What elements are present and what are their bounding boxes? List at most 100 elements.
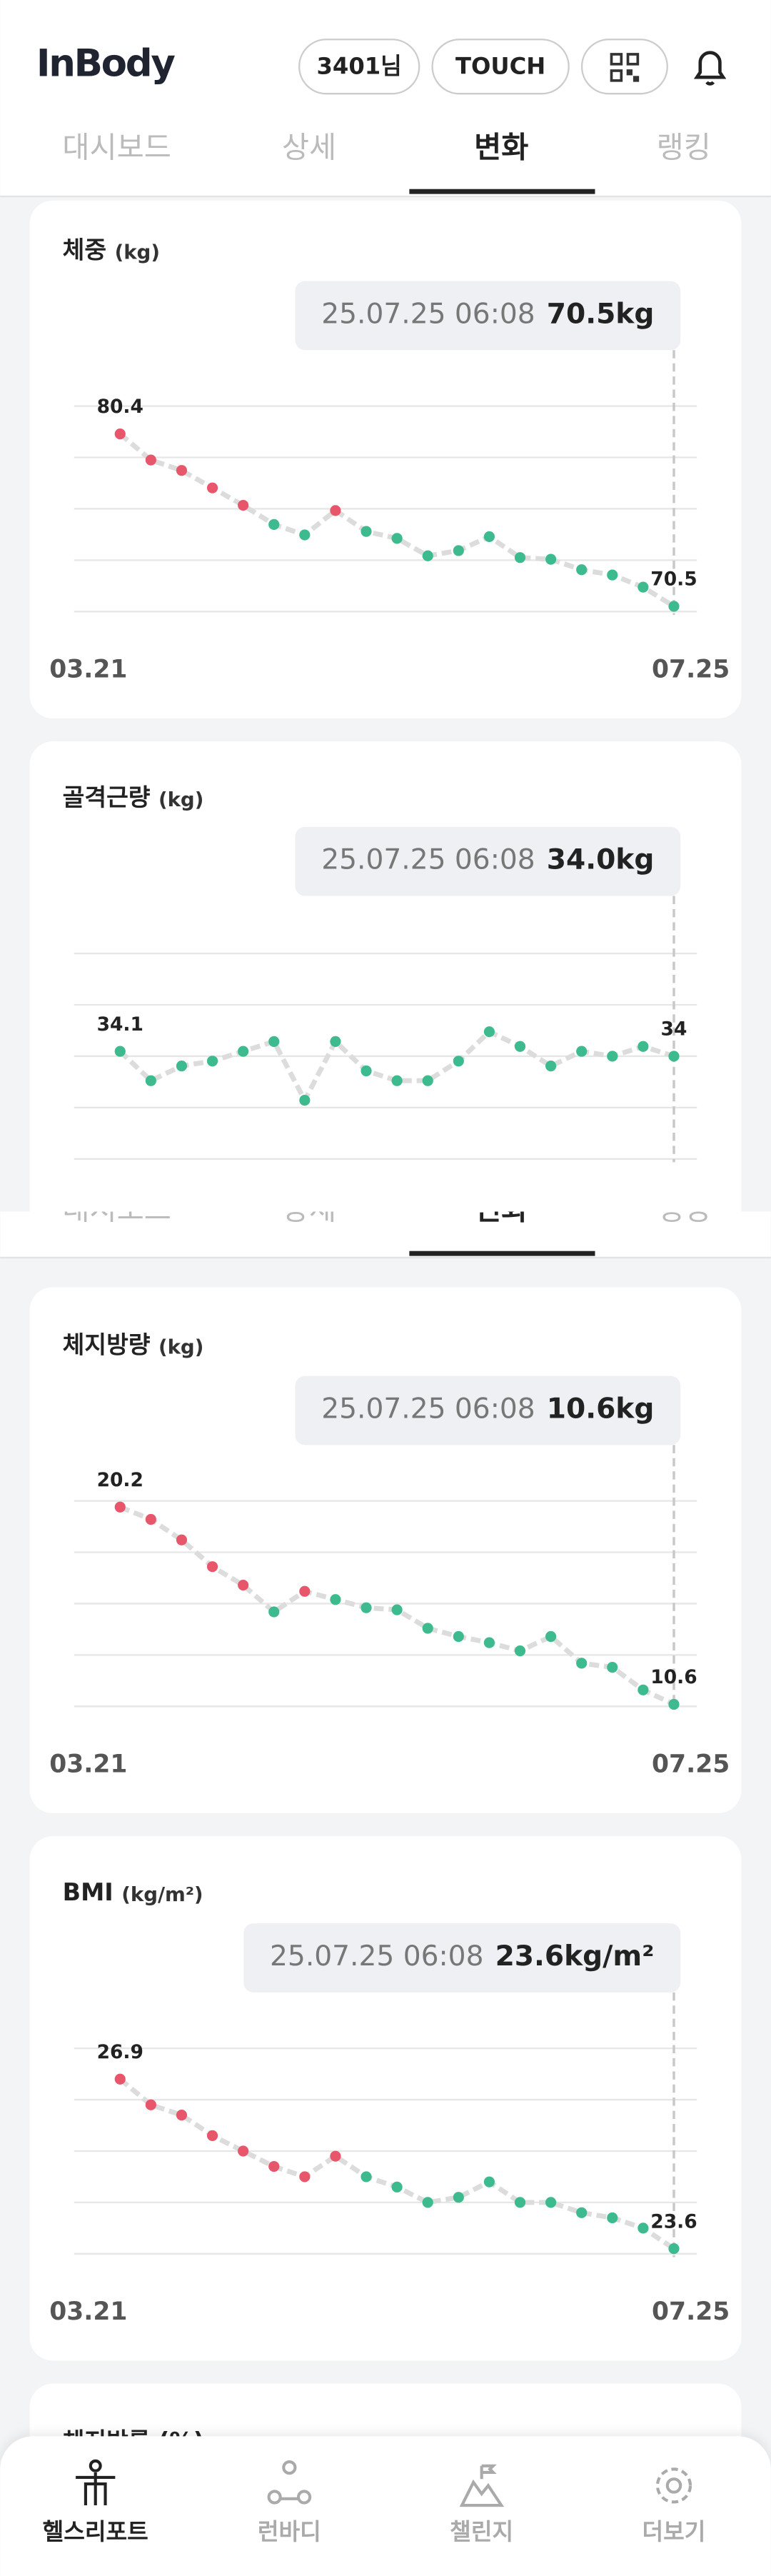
data-point — [453, 545, 464, 556]
data-point — [422, 1075, 433, 1086]
qr-pill[interactable] — [580, 39, 668, 95]
data-point — [330, 1594, 341, 1605]
x-start-label: 03.21 — [49, 1750, 127, 1779]
data-point — [238, 499, 249, 511]
first-value-label: 20.2 — [97, 1469, 143, 1491]
bell-icon[interactable] — [693, 51, 727, 86]
data-point — [330, 1036, 341, 1047]
data-point — [145, 1513, 156, 1525]
nav-item[interactable]: 더보기 — [642, 2518, 706, 2545]
last-value-label: 70.5 — [650, 568, 697, 591]
tooltip: 10.6kg 25.07.25 06:08 — [295, 1375, 681, 1445]
data-point — [576, 2207, 588, 2218]
last-value-label: 34 — [661, 1018, 687, 1041]
user-pill[interactable] — [298, 39, 420, 95]
tooltip-date: 25.07.25 06:08 — [321, 1393, 535, 1425]
tooltip: 34.0kg 25.07.25 06:08 — [295, 826, 681, 896]
tab[interactable]: 랭킹 — [657, 1192, 711, 1226]
data-point — [206, 2130, 218, 2141]
tab[interactable]: 상세 — [282, 1192, 336, 1226]
card-title: BMI — [63, 1878, 114, 1906]
chart-card: 체중 (kg) 70.5kg 25.07.25 06:08 80.4 70.5 03.21 0… — [29, 200, 742, 718]
data-point — [391, 2181, 403, 2192]
data-point — [176, 1061, 188, 1072]
nav-item[interactable]: 헬스리포트 — [43, 2518, 148, 2545]
tab[interactable]: 대시보드 — [62, 1192, 171, 1226]
data-point — [668, 1698, 680, 1710]
card-unit: (kg) — [115, 240, 160, 264]
data-point — [330, 2150, 341, 2162]
data-point — [638, 1041, 649, 1052]
data-point — [299, 1585, 311, 1597]
data-point — [483, 2176, 495, 2187]
touch-pill[interactable] — [431, 39, 570, 95]
data-point — [668, 601, 680, 612]
x-start-label: 03.21 — [49, 656, 127, 684]
card-unit: (kg/m²) — [121, 1883, 203, 1906]
data-point — [238, 1046, 249, 1057]
data-point — [238, 1579, 249, 1591]
data-point — [514, 1645, 526, 1657]
data-point — [268, 1036, 280, 1047]
card-unit: (kg) — [158, 788, 203, 811]
data-point — [176, 1534, 188, 1545]
touch-button[interactable]: TOUCH — [455, 52, 545, 79]
tooltip-bg — [295, 826, 681, 896]
tooltip: 70.5kg 25.07.25 06:08 — [295, 281, 681, 351]
chart-card: BMI (kg/m²) 23.6kg/m² 25.07.25 06:08 26.9 23.… — [29, 1836, 742, 2361]
data-point — [114, 2073, 126, 2085]
tab[interactable]: 변화 — [474, 130, 528, 164]
first-value-label: 26.9 — [97, 2041, 143, 2063]
data-point — [145, 2099, 156, 2110]
data-point — [299, 1094, 311, 1106]
data-point — [453, 1056, 464, 1067]
tab-indicator — [409, 1251, 595, 1256]
tab[interactable]: 랭킹 — [657, 130, 711, 164]
card — [29, 200, 742, 718]
tooltip-value: 34.0kg — [547, 844, 655, 876]
data-point — [238, 2145, 249, 2157]
nav-item[interactable]: 런바디 — [258, 2518, 321, 2545]
tab[interactable]: 변화 — [474, 1192, 528, 1226]
data-point — [514, 2197, 526, 2208]
header-bg — [0, 0, 771, 196]
last-value-label: 10.6 — [650, 1666, 697, 1688]
data-point — [206, 1561, 218, 1573]
tooltip-bg — [295, 1375, 681, 1445]
data-point — [453, 2192, 464, 2203]
data-point — [514, 1041, 526, 1052]
data-point — [607, 1662, 618, 1673]
data-point — [514, 552, 526, 563]
card-title: 골격근량 — [63, 783, 151, 811]
nav-labels: 헬스리포트 런바디 챌린지 더보기 — [43, 2518, 706, 2545]
data-point — [453, 1630, 464, 1643]
x-start-label: 03.21 — [49, 2297, 127, 2326]
data-point — [545, 553, 557, 565]
tab[interactable]: 상세 — [282, 130, 336, 164]
card-title: 체지방량 — [63, 1331, 151, 1359]
data-point — [545, 1061, 557, 1072]
user-name[interactable]: 3401님 — [317, 52, 402, 79]
x-end-label: 07.25 — [652, 2297, 730, 2326]
data-point — [422, 2197, 433, 2208]
data-point — [391, 1604, 403, 1615]
data-point — [576, 1658, 588, 1669]
tab-strip: 대시보드 상세 변화 랭킹 — [0, 1192, 771, 1258]
nav-item[interactable]: 챌린지 — [450, 2518, 513, 2545]
data-point — [206, 1056, 218, 1067]
data-point — [607, 1051, 618, 1062]
tab[interactable]: 대시보드 — [62, 130, 171, 164]
card — [29, 741, 742, 1212]
data-point — [330, 505, 341, 516]
tab-bar: 대시보드 상세 변화 랭킹 — [62, 130, 711, 194]
tooltip-bg — [295, 281, 681, 351]
card-title: 체중 — [63, 236, 106, 264]
upper-cards: 체중 (kg) 70.5kg 25.07.25 06:08 80.4 70.5 03.21 0… — [29, 200, 742, 1212]
strip-bg — [0, 1211, 771, 1258]
data-point — [268, 1606, 280, 1618]
x-end-label: 07.25 — [652, 656, 730, 684]
card — [29, 1836, 742, 2361]
data-point — [668, 2243, 680, 2255]
